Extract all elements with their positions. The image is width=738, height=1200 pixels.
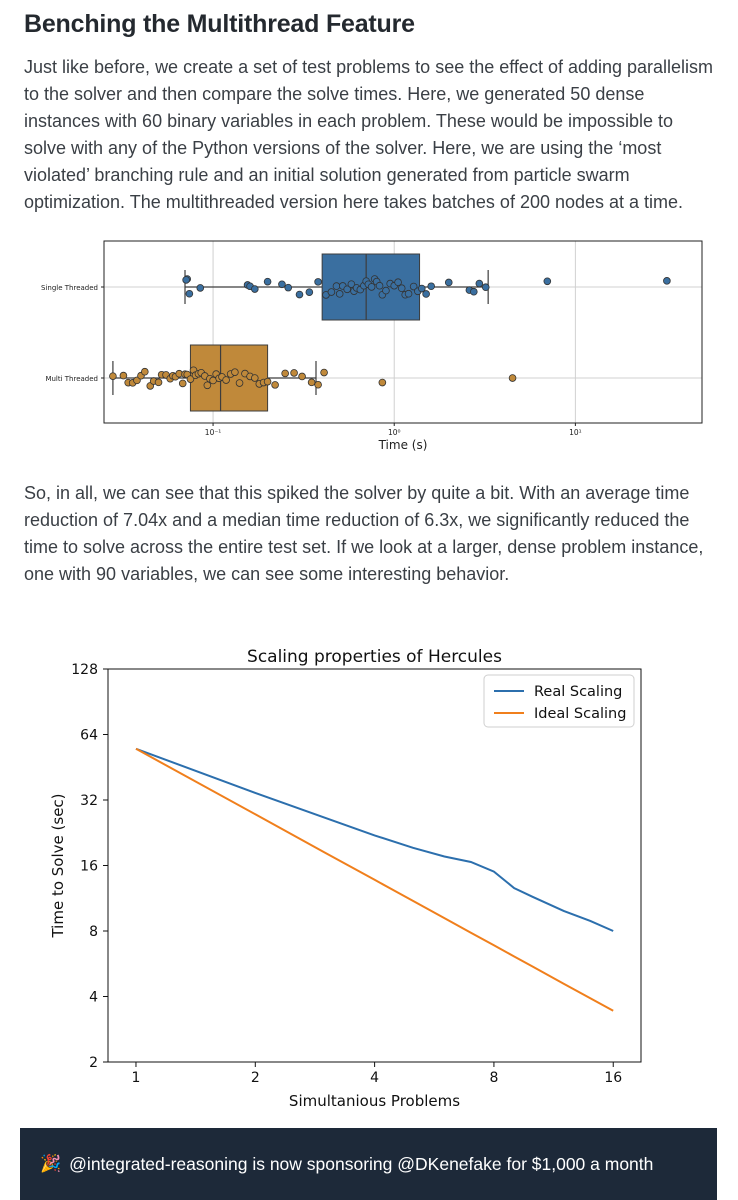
data-point bbox=[332, 282, 341, 290]
chart-title: Scaling properties of Hercules bbox=[247, 647, 502, 667]
data-point bbox=[378, 378, 387, 387]
data-point bbox=[263, 277, 272, 286]
y-tick-label: 16 bbox=[80, 859, 98, 875]
x-tick-label: 4 bbox=[370, 1070, 379, 1086]
series-line bbox=[135, 747, 614, 932]
banner-text: @integrated-reasoning is now sponsoring … bbox=[69, 1153, 654, 1174]
legend-label: Real Scaling bbox=[534, 684, 622, 700]
y-tick-label: 2 bbox=[89, 1055, 98, 1071]
data-point bbox=[347, 280, 356, 288]
data-point bbox=[382, 286, 390, 295]
data-point bbox=[314, 380, 322, 389]
data-point bbox=[235, 379, 244, 387]
data-point bbox=[409, 282, 418, 291]
data-point bbox=[182, 276, 190, 284]
plot-frame bbox=[107, 668, 642, 1063]
data-point bbox=[335, 290, 344, 298]
x-tick-label: 2 bbox=[251, 1070, 260, 1086]
sponsor-banner[interactable]: 🎉 @integrated-reasoning is now sponsorin… bbox=[20, 1128, 717, 1200]
data-point bbox=[251, 374, 259, 382]
boxplot-chart: Single Threaded Multi Threaded 10⁻¹ 10⁰ 10¹ T… bbox=[41, 240, 703, 452]
data-point bbox=[196, 284, 205, 292]
x-tick-label: 8 bbox=[489, 1070, 498, 1086]
article-paragraph: Just like before, we create a set of tes… bbox=[24, 57, 714, 212]
data-point bbox=[422, 290, 430, 298]
data-point bbox=[367, 283, 376, 291]
x-tick-label: 1 bbox=[132, 1070, 141, 1086]
data-point bbox=[404, 289, 413, 298]
data-point bbox=[141, 367, 149, 376]
party-popper-icon: 🎉 bbox=[40, 1154, 62, 1173]
data-point bbox=[186, 375, 195, 383]
data-point bbox=[251, 285, 259, 293]
data-point bbox=[295, 290, 304, 299]
data-point bbox=[394, 278, 402, 287]
data-point bbox=[320, 368, 328, 377]
data-point bbox=[154, 378, 163, 387]
x-tick-label: 10¹ bbox=[569, 428, 582, 437]
legend-label: Ideal Scaling bbox=[534, 706, 626, 722]
y-tick-label: Multi Threaded bbox=[45, 375, 98, 383]
data-point bbox=[508, 374, 517, 382]
y-tick-label: 64 bbox=[80, 728, 98, 744]
data-point bbox=[470, 287, 478, 296]
data-point bbox=[185, 289, 194, 298]
data-point bbox=[271, 381, 279, 389]
x-tick-label: 16 bbox=[604, 1070, 622, 1086]
article-heading: Benching the Multithread Feature bbox=[24, 10, 415, 38]
data-point bbox=[178, 379, 187, 388]
data-point bbox=[543, 277, 552, 286]
data-point bbox=[109, 372, 117, 380]
data-point bbox=[222, 376, 230, 384]
article-paragraph: So, in all, we can see that this spiked … bbox=[24, 483, 704, 584]
data-point bbox=[119, 371, 128, 380]
data-point bbox=[298, 372, 306, 381]
data-point bbox=[278, 280, 286, 289]
data-point bbox=[305, 288, 314, 296]
data-point bbox=[375, 281, 384, 290]
data-point bbox=[281, 369, 289, 378]
x-tick-label: 10⁰ bbox=[388, 428, 401, 437]
y-tick-label: 32 bbox=[80, 793, 98, 809]
data-point bbox=[397, 284, 406, 293]
data-point bbox=[444, 278, 453, 287]
y-tick-label: 128 bbox=[71, 662, 98, 678]
x-tick-label: 10⁻¹ bbox=[205, 428, 222, 437]
data-point bbox=[418, 284, 426, 293]
data-point bbox=[203, 381, 212, 390]
x-axis-label: Time (s) bbox=[378, 438, 428, 452]
data-point bbox=[314, 278, 322, 286]
series-line bbox=[135, 747, 614, 1012]
y-axis-label: Time to Solve (sec) bbox=[49, 793, 67, 938]
data-point bbox=[263, 377, 272, 386]
data-point bbox=[663, 277, 671, 285]
data-point bbox=[231, 368, 239, 376]
y-tick-label: 8 bbox=[89, 924, 98, 940]
data-point bbox=[481, 283, 490, 292]
data-point bbox=[327, 288, 336, 296]
x-axis-label: Simultanious Problems bbox=[289, 1092, 460, 1110]
data-point bbox=[290, 369, 298, 377]
data-point bbox=[343, 285, 351, 294]
y-tick-label: Single Threaded bbox=[41, 284, 98, 292]
y-tick-label: 4 bbox=[89, 990, 98, 1006]
data-point bbox=[284, 283, 293, 292]
plot-frame bbox=[103, 240, 703, 424]
data-point bbox=[307, 378, 316, 387]
data-point bbox=[427, 282, 435, 291]
data-point bbox=[475, 279, 484, 288]
